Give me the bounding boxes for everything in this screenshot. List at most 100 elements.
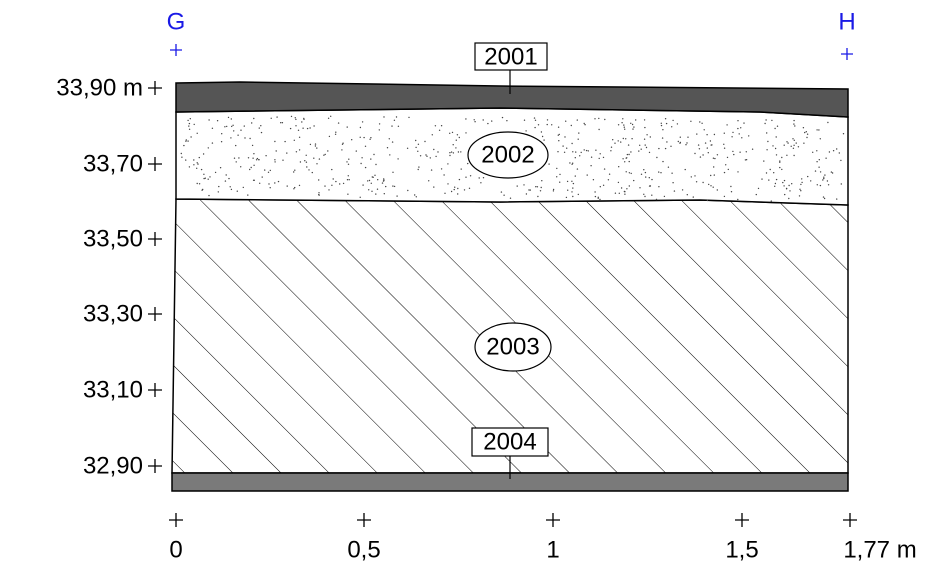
dot [440,125,443,127]
dot [660,172,662,174]
dot [364,145,367,147]
dot [370,137,372,139]
dot [836,198,838,200]
dot [258,127,260,129]
dot [658,171,660,173]
dot [433,148,435,151]
dot [540,186,542,189]
dot [744,159,747,161]
dot [574,157,576,159]
dot [251,144,254,147]
elevation-label: 32,90 [83,452,143,479]
dot [428,180,430,182]
dot [725,164,727,166]
dot [664,147,667,150]
dot [748,135,750,137]
dot [314,145,317,147]
dot [723,143,725,145]
dot [628,185,630,187]
dot [603,168,606,170]
dot [643,119,646,121]
dot [393,119,396,122]
dot [274,161,276,163]
dot [383,178,385,180]
dot [418,166,420,168]
dot [253,164,255,166]
label-ellipse [467,131,549,179]
dot [458,178,461,181]
dot [240,166,242,168]
dot [207,178,209,180]
dot [375,193,377,195]
dot [196,132,198,134]
dot [731,136,733,138]
dot [190,136,192,138]
dot [698,148,701,150]
dot [556,176,558,178]
dot [454,186,456,188]
dot [318,194,320,196]
dot [576,168,579,170]
dot [346,179,349,181]
dot [557,126,560,128]
dot [541,135,544,138]
dot [452,144,454,146]
dot [819,184,822,187]
dot [692,196,694,198]
dot [347,163,350,165]
dot [832,150,835,152]
dot [797,146,800,148]
dot [640,148,642,150]
dot [243,125,245,127]
dot [277,180,280,183]
dot [469,175,472,177]
label-box [471,427,549,457]
dot [207,147,209,149]
dot [723,171,726,174]
dot [706,134,708,136]
dot [359,126,362,129]
dot [303,117,305,120]
dot [346,161,348,163]
dot [607,179,610,181]
dot [628,153,630,156]
dot [699,121,701,123]
dot [794,125,796,127]
dot [523,119,526,121]
dot [806,136,808,139]
dot [391,125,393,127]
dot [644,144,646,146]
dot [793,139,795,141]
dot [503,194,505,196]
dot [602,184,605,186]
dot [823,177,825,180]
dot [270,117,272,120]
dot [280,122,282,124]
elevation-label: 33,30 [83,300,143,327]
dot [431,134,433,136]
dot [187,119,189,122]
dot [221,133,223,135]
dot [602,156,605,159]
dot [649,185,652,187]
dot [214,171,217,174]
dot [631,138,633,140]
dot [546,119,549,121]
dot [450,190,453,193]
dot [455,139,457,141]
dot [437,151,439,153]
dot [571,180,573,182]
dot [800,183,802,186]
dot [523,184,525,186]
dot [237,134,239,136]
dot [576,119,578,121]
dot [294,169,296,171]
marker-label: G [167,8,186,35]
dot [774,127,776,130]
dot [407,189,409,192]
dot [723,132,725,134]
dot [220,141,223,143]
dot [816,161,818,163]
dot [775,178,778,181]
dot [840,183,842,185]
